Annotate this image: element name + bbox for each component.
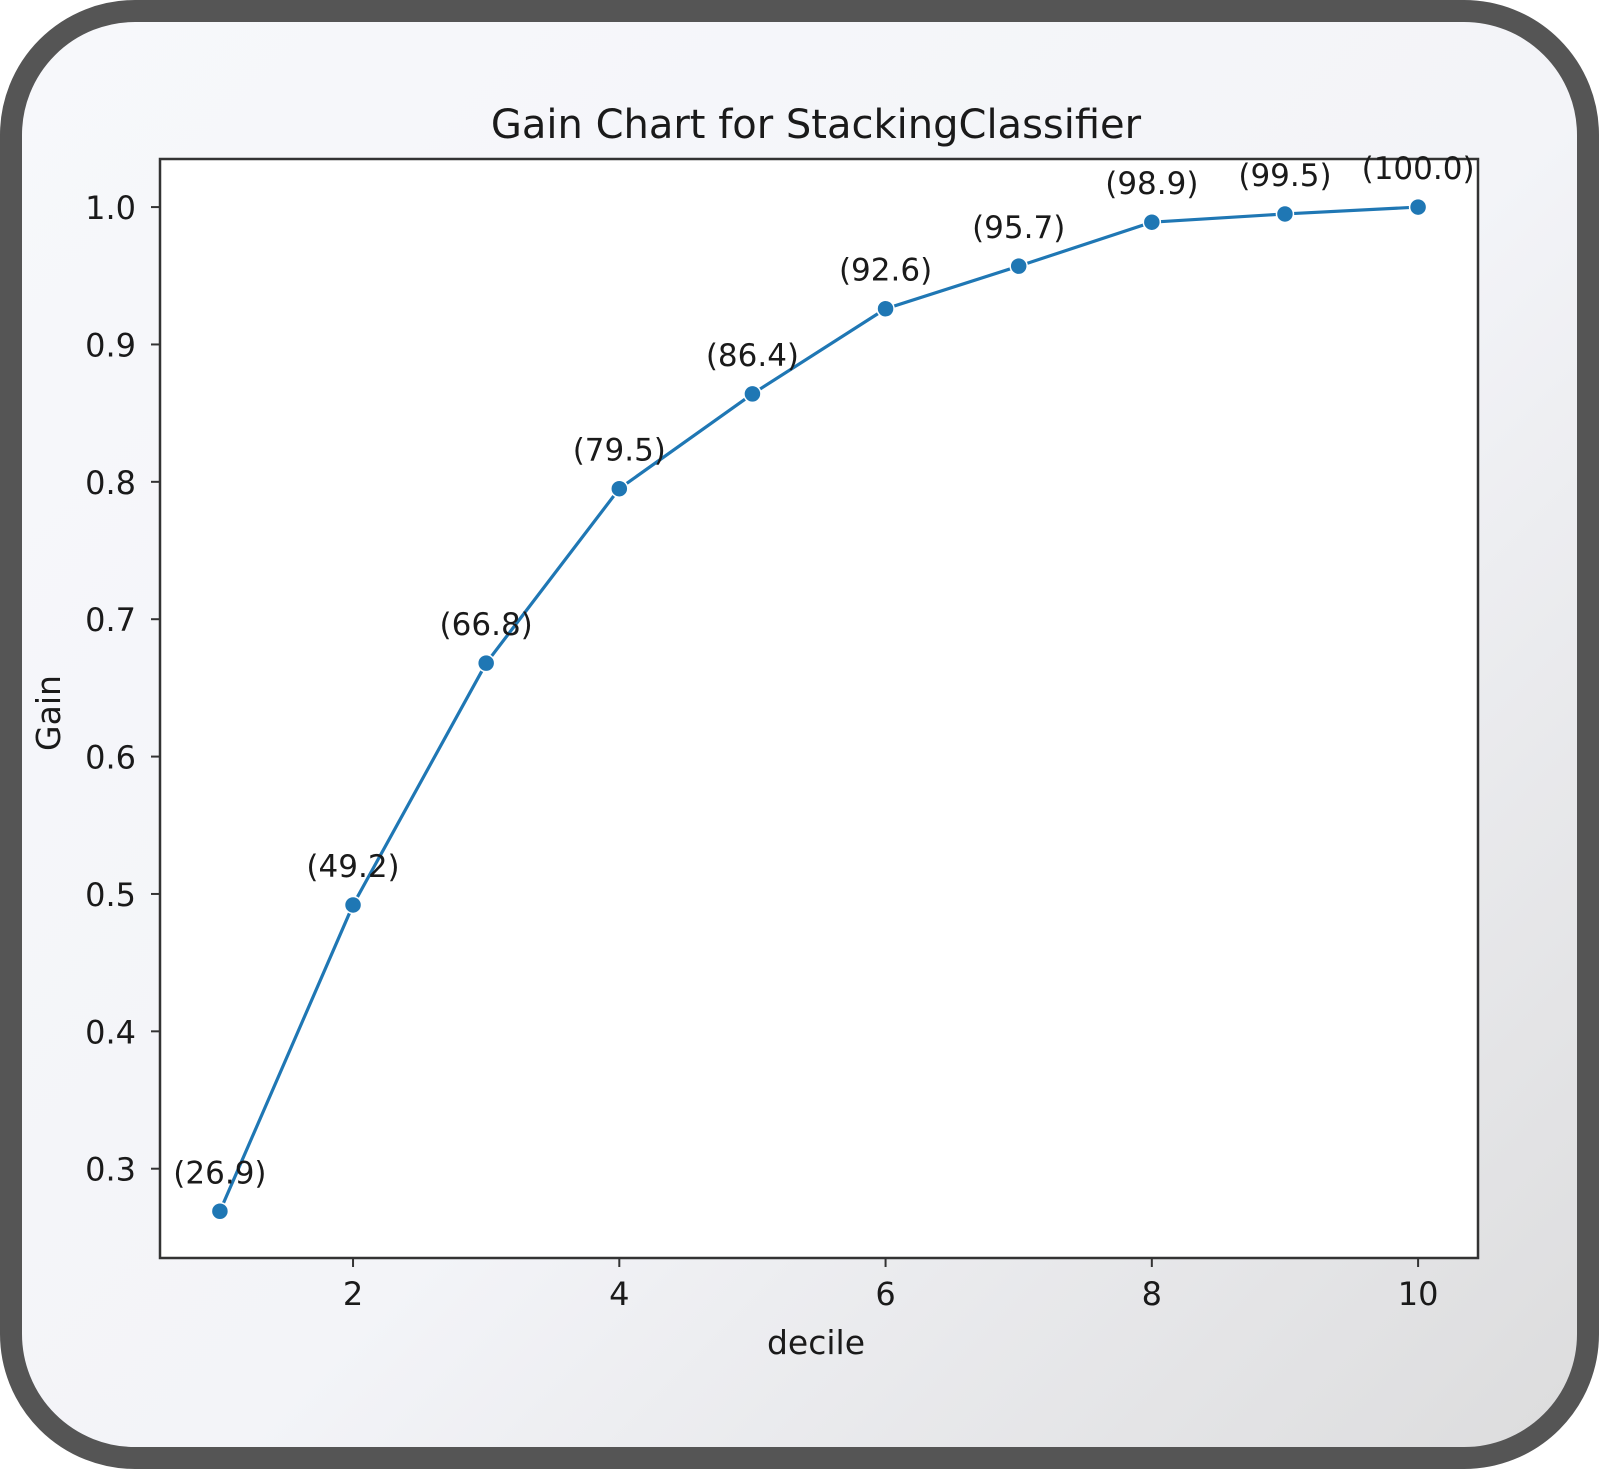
data-point bbox=[476, 653, 496, 673]
y-axis-label: Gain bbox=[29, 675, 68, 751]
plot-area bbox=[158, 157, 1480, 1260]
data-label: (66.8) bbox=[440, 607, 533, 643]
data-point bbox=[210, 1202, 230, 1221]
data-label: (92.6) bbox=[839, 253, 932, 289]
x-tick-label: 4 bbox=[609, 1275, 629, 1313]
y-tick-label: 0.8 bbox=[85, 464, 136, 502]
data-point bbox=[1408, 197, 1428, 217]
y-tick-label: 0.4 bbox=[85, 1013, 136, 1051]
x-tick-label: 6 bbox=[875, 1275, 895, 1313]
y-tick-label: 0.9 bbox=[85, 326, 136, 364]
data-label: (79.5) bbox=[573, 433, 666, 469]
gain-chart: Gain Chart for StackingClassifier 0.3 0.4… bbox=[29, 102, 1480, 1362]
data-label: (100.0) bbox=[1362, 151, 1475, 187]
data-label: (86.4) bbox=[706, 338, 799, 374]
data-label: (98.9) bbox=[1105, 166, 1198, 202]
chart-title: Gain Chart for StackingClassifier bbox=[491, 102, 1142, 148]
data-point bbox=[1275, 204, 1295, 224]
x-tick-label: 2 bbox=[343, 1275, 363, 1313]
x-axis: 2 4 6 8 10 bbox=[343, 1258, 1439, 1313]
y-axis: 0.3 0.4 0.5 0.6 0.7 0.8 0.9 1.0 bbox=[85, 189, 160, 1189]
data-point bbox=[1009, 256, 1028, 276]
data-label: (95.7) bbox=[972, 210, 1065, 246]
series-layer: (26.9) (49.2) (66.8) (79.5) (86.4) (92.6) (95.… bbox=[173, 151, 1475, 1221]
x-tick-label: 10 bbox=[1398, 1275, 1439, 1313]
x-tick-label: 8 bbox=[1142, 1275, 1162, 1313]
y-tick-label: 1.0 bbox=[85, 189, 136, 227]
data-label: (99.5) bbox=[1238, 158, 1331, 194]
y-tick-label: 0.5 bbox=[85, 876, 136, 914]
data-point bbox=[343, 895, 363, 915]
y-tick-label: 0.3 bbox=[85, 1151, 136, 1189]
series-line bbox=[218, 205, 1419, 1212]
x-axis-label: decile bbox=[767, 1323, 865, 1362]
data-point bbox=[876, 299, 895, 318]
data-label: (26.9) bbox=[173, 1155, 266, 1191]
y-tick-label: 0.7 bbox=[85, 601, 136, 639]
data-label: (49.2) bbox=[306, 849, 399, 885]
data-point bbox=[1142, 212, 1162, 232]
data-point bbox=[610, 479, 629, 498]
y-tick-label: 0.6 bbox=[85, 739, 136, 777]
data-point bbox=[743, 384, 762, 404]
